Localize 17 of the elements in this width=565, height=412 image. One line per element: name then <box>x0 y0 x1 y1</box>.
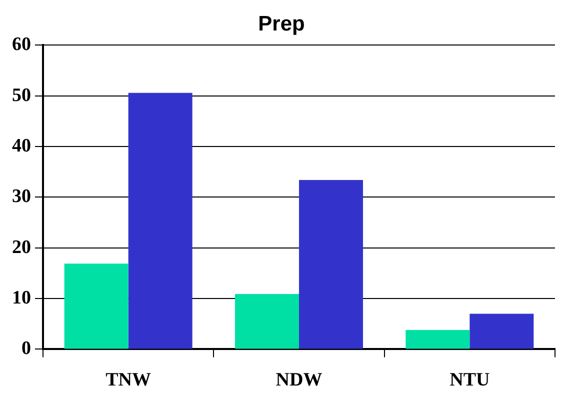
y-tick-label: 60 <box>12 34 31 56</box>
y-tick-label: 20 <box>12 236 31 258</box>
bar <box>406 330 470 349</box>
y-tick-label: 10 <box>12 287 31 308</box>
x-tick-label: NDW <box>276 370 322 391</box>
chart-title: Prep <box>258 12 305 36</box>
y-tick-label: 30 <box>12 186 31 208</box>
x-tick-label: TNW <box>106 370 152 391</box>
y-tick-label: 50 <box>12 84 31 106</box>
bar <box>470 314 534 349</box>
y-tick-label: 0 <box>22 338 31 360</box>
bar <box>235 294 299 349</box>
y-tick-label: 40 <box>12 135 31 156</box>
bar <box>64 264 128 349</box>
x-tick-label: NTU <box>450 370 490 391</box>
bar <box>128 92 192 349</box>
bar <box>299 180 363 349</box>
